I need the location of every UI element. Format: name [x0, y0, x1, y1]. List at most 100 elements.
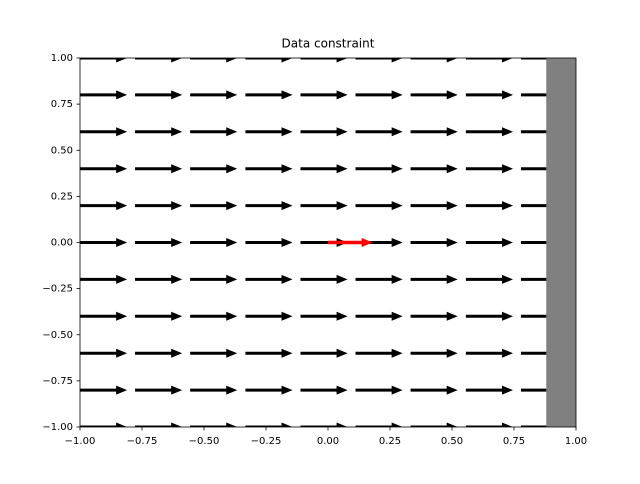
arrow [355, 164, 403, 174]
arrow [80, 311, 128, 321]
arrow [245, 90, 293, 100]
arrow [576, 90, 623, 99]
arrow [245, 201, 293, 211]
arrow [465, 164, 514, 174]
arrow [190, 164, 238, 174]
x-tick-label: −0.50 [189, 436, 220, 447]
arrow [576, 349, 623, 358]
arrow [465, 348, 514, 358]
arrow [245, 238, 293, 247]
arrow [80, 348, 128, 358]
arrow [410, 238, 458, 247]
arrow [190, 127, 238, 137]
y-tick-label: −0.50 [42, 330, 73, 341]
arrow [190, 90, 238, 100]
arrow [410, 127, 458, 137]
arrow [576, 127, 623, 136]
arrow [576, 275, 623, 284]
x-tick-label: 0.00 [317, 436, 339, 447]
arrow [135, 422, 183, 427]
arrow [190, 311, 238, 321]
arrow [410, 201, 458, 211]
arrow [80, 201, 128, 211]
arrow [465, 385, 514, 395]
arrow [520, 311, 569, 321]
arrow [245, 311, 293, 321]
arrow [520, 164, 569, 174]
arrow [410, 90, 458, 100]
arrow [245, 274, 293, 284]
arrow [465, 311, 514, 321]
arrow [355, 58, 403, 63]
arrow [520, 274, 569, 284]
arrow [576, 238, 623, 247]
chart-title: Data constraint [282, 37, 375, 51]
arrow [245, 127, 293, 137]
arrow [576, 54, 623, 63]
arrow [190, 58, 238, 63]
x-tick-label: −1.00 [65, 436, 96, 447]
arrow [465, 127, 514, 137]
arrow [355, 201, 403, 211]
arrow [80, 274, 128, 284]
x-tick-label: 0.25 [379, 436, 401, 447]
x-tick-label: 1.00 [565, 436, 587, 447]
arrow [410, 164, 458, 174]
region [546, 58, 576, 427]
y-tick-label: −1.00 [42, 422, 73, 433]
arrow [80, 164, 128, 174]
arrow [355, 238, 403, 247]
arrow [80, 385, 128, 395]
arrow [520, 238, 569, 247]
arrow [465, 422, 514, 427]
arrow [355, 274, 403, 284]
arrow [300, 201, 348, 211]
arrow [135, 127, 183, 137]
y-tick-label: 0.00 [51, 238, 73, 249]
arrow [190, 385, 238, 395]
y-tick-label: 0.50 [51, 145, 73, 156]
arrow [135, 274, 183, 284]
plot-area [80, 54, 623, 432]
arrow [135, 90, 183, 100]
arrow [245, 385, 293, 395]
arrow [465, 238, 514, 247]
arrow [576, 423, 623, 432]
arrow [300, 90, 348, 100]
arrow [190, 348, 238, 358]
arrow [520, 90, 569, 100]
arrow [465, 90, 514, 100]
arrow [300, 127, 348, 137]
arrow [465, 58, 514, 63]
constraint-arrow [328, 238, 373, 247]
x-tick-label: 0.50 [441, 436, 463, 447]
arrow [465, 201, 514, 211]
arrow [80, 127, 128, 137]
arrow [410, 58, 458, 63]
arrow [300, 58, 348, 63]
arrow [135, 311, 183, 321]
arrow [465, 274, 514, 284]
arrow [80, 58, 128, 63]
arrow [355, 348, 403, 358]
arrow [135, 58, 183, 63]
arrow [355, 385, 403, 395]
arrow [300, 274, 348, 284]
arrow [576, 386, 623, 395]
arrow [135, 348, 183, 358]
arrow [300, 422, 348, 427]
arrow [245, 348, 293, 358]
arrow [245, 164, 293, 174]
arrow [576, 201, 623, 210]
arrow [355, 311, 403, 321]
arrow [190, 238, 238, 247]
arrow [300, 164, 348, 174]
arrow [520, 385, 569, 395]
arrow [300, 385, 348, 395]
arrow [355, 422, 403, 427]
arrow [576, 164, 623, 173]
arrow [190, 274, 238, 284]
arrow [135, 164, 183, 174]
arrow [135, 238, 183, 247]
